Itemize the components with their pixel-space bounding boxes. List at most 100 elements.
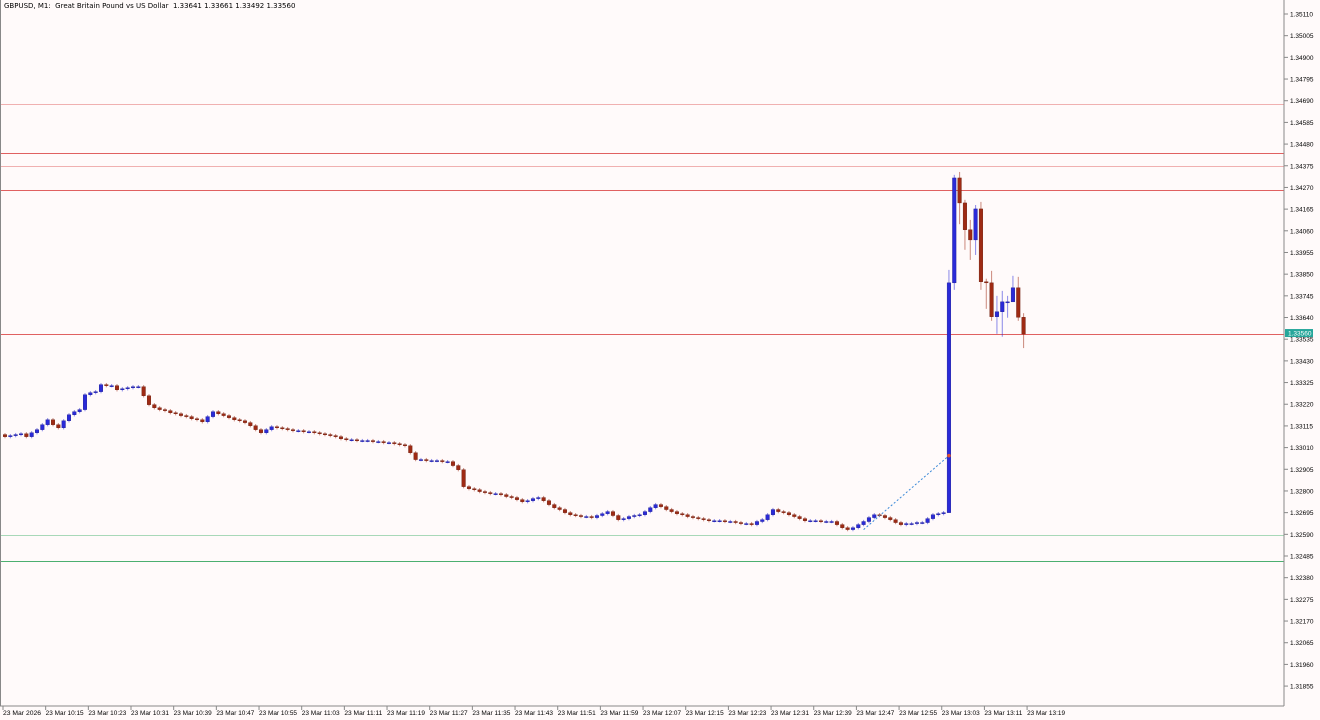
candle-body <box>82 394 87 410</box>
candle <box>370 438 375 444</box>
price-tick-label: 1.34795 <box>1290 77 1314 84</box>
candle <box>472 487 477 492</box>
price-tick-label: 1.33115 <box>1290 423 1313 430</box>
candle <box>301 429 306 434</box>
candle <box>3 432 7 439</box>
time-axis[interactable]: 23 Mar 2026 23 Mar 10:15 23 Mar 10:23 23 Ma… <box>2 706 1065 717</box>
candle <box>850 526 855 532</box>
candle-body <box>290 429 295 431</box>
candle-body <box>397 443 402 445</box>
candle-body <box>776 509 781 512</box>
time-tick-label: 23 Mar 13:03 <box>942 710 980 717</box>
candle <box>968 219 973 260</box>
candle-body <box>189 416 194 419</box>
candle <box>818 519 823 524</box>
candle-body <box>56 424 61 428</box>
candle <box>765 513 770 522</box>
candle-body <box>626 516 631 519</box>
candle-body <box>685 514 690 517</box>
candle <box>514 495 519 502</box>
candle-body <box>696 517 701 519</box>
candle <box>530 496 535 503</box>
candle-body <box>317 432 322 434</box>
candle-body <box>66 414 71 421</box>
price-tick-label: 1.32800 <box>1290 488 1314 495</box>
candle-body <box>408 445 413 453</box>
candle <box>808 519 813 523</box>
candle-body <box>472 488 477 490</box>
candle-body <box>493 493 498 495</box>
candle <box>392 440 397 446</box>
candle <box>994 295 999 334</box>
candle-body <box>578 515 583 517</box>
price-tick-label: 1.35005 <box>1290 33 1314 40</box>
candle-body <box>312 431 317 433</box>
candle-body <box>301 430 306 432</box>
candle-body <box>829 521 834 523</box>
trendline-anchor-point <box>947 453 951 458</box>
candle-body <box>445 461 450 463</box>
price-axis[interactable]: 1.35110 1.35005 1.34900 1.34795 1.34690 1.345… <box>1284 12 1314 691</box>
candle <box>402 443 407 448</box>
candle <box>136 385 141 389</box>
candle-body <box>669 509 674 512</box>
candle <box>296 429 301 433</box>
candle <box>605 509 610 516</box>
candle <box>344 437 349 442</box>
candle <box>440 458 445 464</box>
candle <box>861 519 866 527</box>
candle <box>824 519 829 524</box>
time-tick-label: 23 Mar 11:27 <box>430 710 468 717</box>
candle <box>162 407 167 413</box>
price-tick-label: 1.31855 <box>1290 684 1314 691</box>
candle <box>29 431 34 439</box>
candle <box>909 521 914 526</box>
candle-body <box>162 409 167 411</box>
candle-body <box>925 518 930 523</box>
candle <box>856 522 861 530</box>
candle-body <box>114 385 119 390</box>
candle <box>557 506 562 512</box>
candle <box>829 519 834 524</box>
candle <box>632 513 637 519</box>
price-tick-label: 1.32590 <box>1290 532 1314 539</box>
candle-body <box>434 460 439 462</box>
candle <box>152 403 157 410</box>
candle-body <box>200 419 205 422</box>
candle <box>354 438 359 443</box>
candle-body <box>248 422 253 426</box>
candle-body <box>621 518 626 520</box>
candle <box>114 384 119 392</box>
time-tick-label: 23 Mar 13:11 <box>984 710 1022 717</box>
candle-body <box>146 395 151 405</box>
candle <box>722 519 727 524</box>
candle <box>882 513 887 520</box>
price-tick-label: 1.35110 <box>1290 12 1313 19</box>
candle-body <box>834 521 839 525</box>
candle-body <box>754 521 759 525</box>
candle-body <box>242 420 247 423</box>
candle <box>189 414 194 421</box>
candle-body <box>386 442 391 444</box>
candle <box>264 427 269 435</box>
candle-body <box>824 521 829 523</box>
candle <box>594 513 599 520</box>
candle <box>898 520 903 527</box>
time-tick-label: 23 Mar 10:47 <box>216 710 254 717</box>
candle <box>712 519 717 523</box>
candle-body <box>978 208 983 282</box>
candle-body <box>653 504 658 508</box>
candle <box>1000 290 1005 337</box>
candle <box>450 459 455 468</box>
candle <box>930 513 935 521</box>
candle-body <box>765 514 770 520</box>
candles <box>3 171 1026 532</box>
candle-body <box>760 519 765 522</box>
candle-body <box>557 507 562 510</box>
candle-body <box>514 497 519 500</box>
candle-body <box>786 512 791 515</box>
candle <box>237 418 242 423</box>
candle-body <box>280 427 285 429</box>
candle-body <box>109 385 114 387</box>
